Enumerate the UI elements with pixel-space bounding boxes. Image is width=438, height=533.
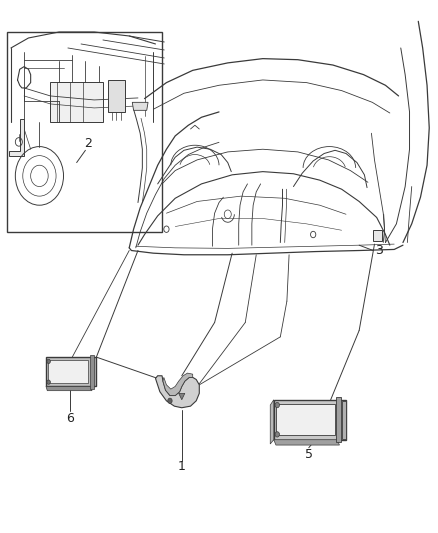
Circle shape (275, 432, 279, 437)
Polygon shape (50, 82, 103, 122)
Polygon shape (46, 386, 92, 391)
Polygon shape (9, 118, 24, 156)
Polygon shape (132, 102, 148, 110)
Text: 3: 3 (375, 244, 383, 257)
Text: 1: 1 (178, 460, 186, 473)
Text: 6: 6 (66, 412, 74, 425)
Polygon shape (274, 400, 346, 440)
Text: 2: 2 (84, 138, 92, 150)
Polygon shape (46, 357, 96, 386)
Circle shape (275, 402, 279, 408)
Polygon shape (108, 80, 125, 112)
Circle shape (168, 398, 172, 403)
Polygon shape (373, 230, 382, 241)
Polygon shape (179, 393, 185, 400)
Circle shape (47, 359, 50, 364)
Polygon shape (90, 355, 94, 389)
Polygon shape (270, 400, 274, 444)
Polygon shape (163, 373, 193, 395)
Polygon shape (342, 401, 346, 439)
Polygon shape (48, 360, 88, 383)
Text: 5: 5 (305, 448, 313, 461)
Circle shape (47, 380, 50, 384)
FancyBboxPatch shape (7, 32, 162, 232)
Polygon shape (336, 397, 341, 442)
Polygon shape (276, 404, 335, 435)
Polygon shape (274, 440, 339, 445)
Polygon shape (155, 376, 199, 408)
